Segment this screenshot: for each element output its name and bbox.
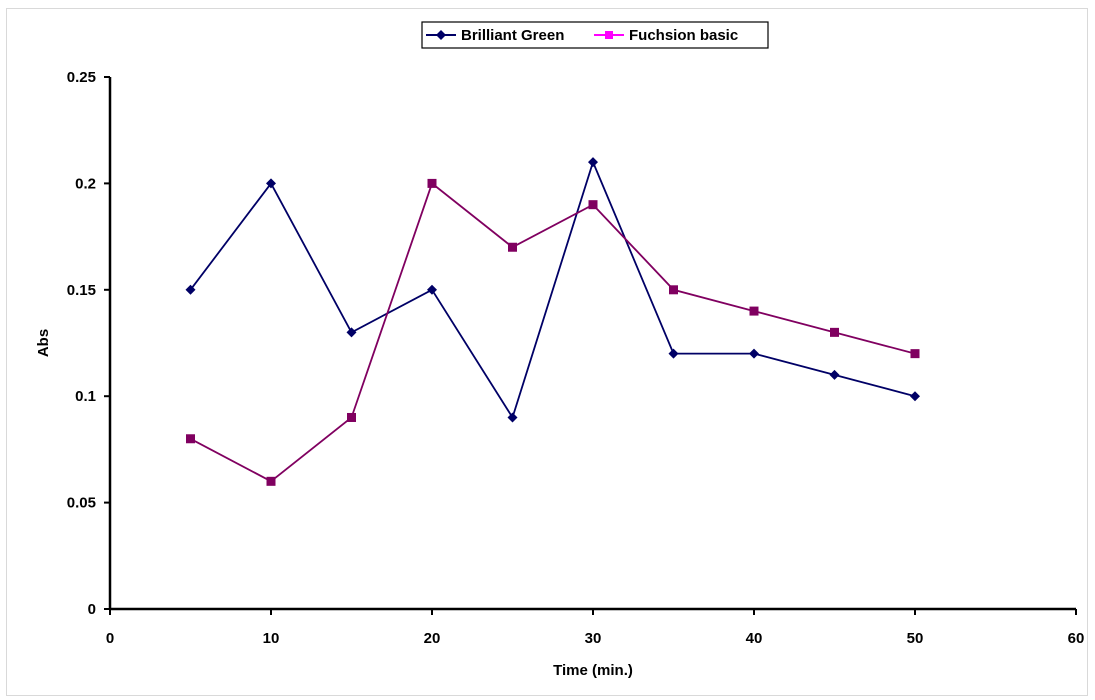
series — [185, 157, 920, 486]
series-line-brilliant-green — [189, 159, 916, 420]
data-point-fuchsion-basic — [266, 476, 276, 486]
data-point-fuchsion-basic — [508, 242, 517, 252]
x-tick-label: 40 — [746, 630, 763, 647]
data-point-brilliant-green — [829, 369, 840, 380]
data-point-brilliant-green — [910, 391, 920, 402]
y-tick-label: 0.05 — [67, 495, 96, 512]
x-axis-title: Time (min.) — [553, 662, 633, 679]
data-point-fuchsion-basic — [910, 349, 920, 359]
ticks: 0 10 20 30 40 50 60 0 0.05 0.1 0.15 0.2 0.25 — [67, 69, 1085, 647]
data-point-fuchsion-basic — [588, 200, 598, 210]
x-tick-label: 60 — [1068, 630, 1085, 647]
legend-label-fuchsion-basic: Fuchsion basic — [629, 27, 738, 44]
x-tick-label: 0 — [106, 630, 114, 647]
data-point-fuchsion-basic — [347, 412, 356, 422]
data-point-fuchsion-basic — [830, 327, 839, 337]
data-point-brilliant-green — [427, 284, 437, 295]
y-tick-label: 0.1 — [75, 388, 96, 405]
x-tick-label: 50 — [907, 630, 924, 647]
y-axis-title: Abs — [35, 329, 52, 357]
data-point-fuchsion-basic — [186, 434, 195, 444]
y-tick-label: 0.25 — [67, 69, 96, 86]
data-point-brilliant-green — [749, 348, 759, 359]
series-line-fuchsion-basic — [190, 181, 916, 483]
y-tick-label: 0.2 — [75, 175, 96, 192]
chart-frame — [6, 8, 1088, 696]
data-point-fuchsion-basic — [749, 306, 759, 316]
x-tick-label: 20 — [424, 630, 441, 647]
legend: Brilliant Green Fuchsion basic — [421, 21, 769, 49]
data-point-brilliant-green — [266, 178, 276, 189]
legend-label-brilliant-green: Brilliant Green — [461, 27, 564, 44]
data-point-brilliant-green — [668, 348, 679, 359]
data-point-brilliant-green — [507, 412, 518, 423]
legend-box — [421, 21, 769, 49]
data-point-fuchsion-basic — [427, 178, 437, 188]
x-tick-label: 30 — [585, 630, 602, 647]
data-point-brilliant-green — [588, 157, 598, 168]
data-point-fuchsion-basic — [669, 285, 678, 295]
data-point-brilliant-green — [185, 284, 196, 295]
data-point-brilliant-green — [346, 327, 357, 338]
legend-marker-fuchsion-basic — [605, 31, 613, 39]
y-tick-label: 0.15 — [67, 282, 96, 299]
x-tick-label: 10 — [263, 630, 280, 647]
legend-marker-brilliant-green — [436, 30, 446, 40]
y-tick-label: 0 — [88, 601, 96, 618]
